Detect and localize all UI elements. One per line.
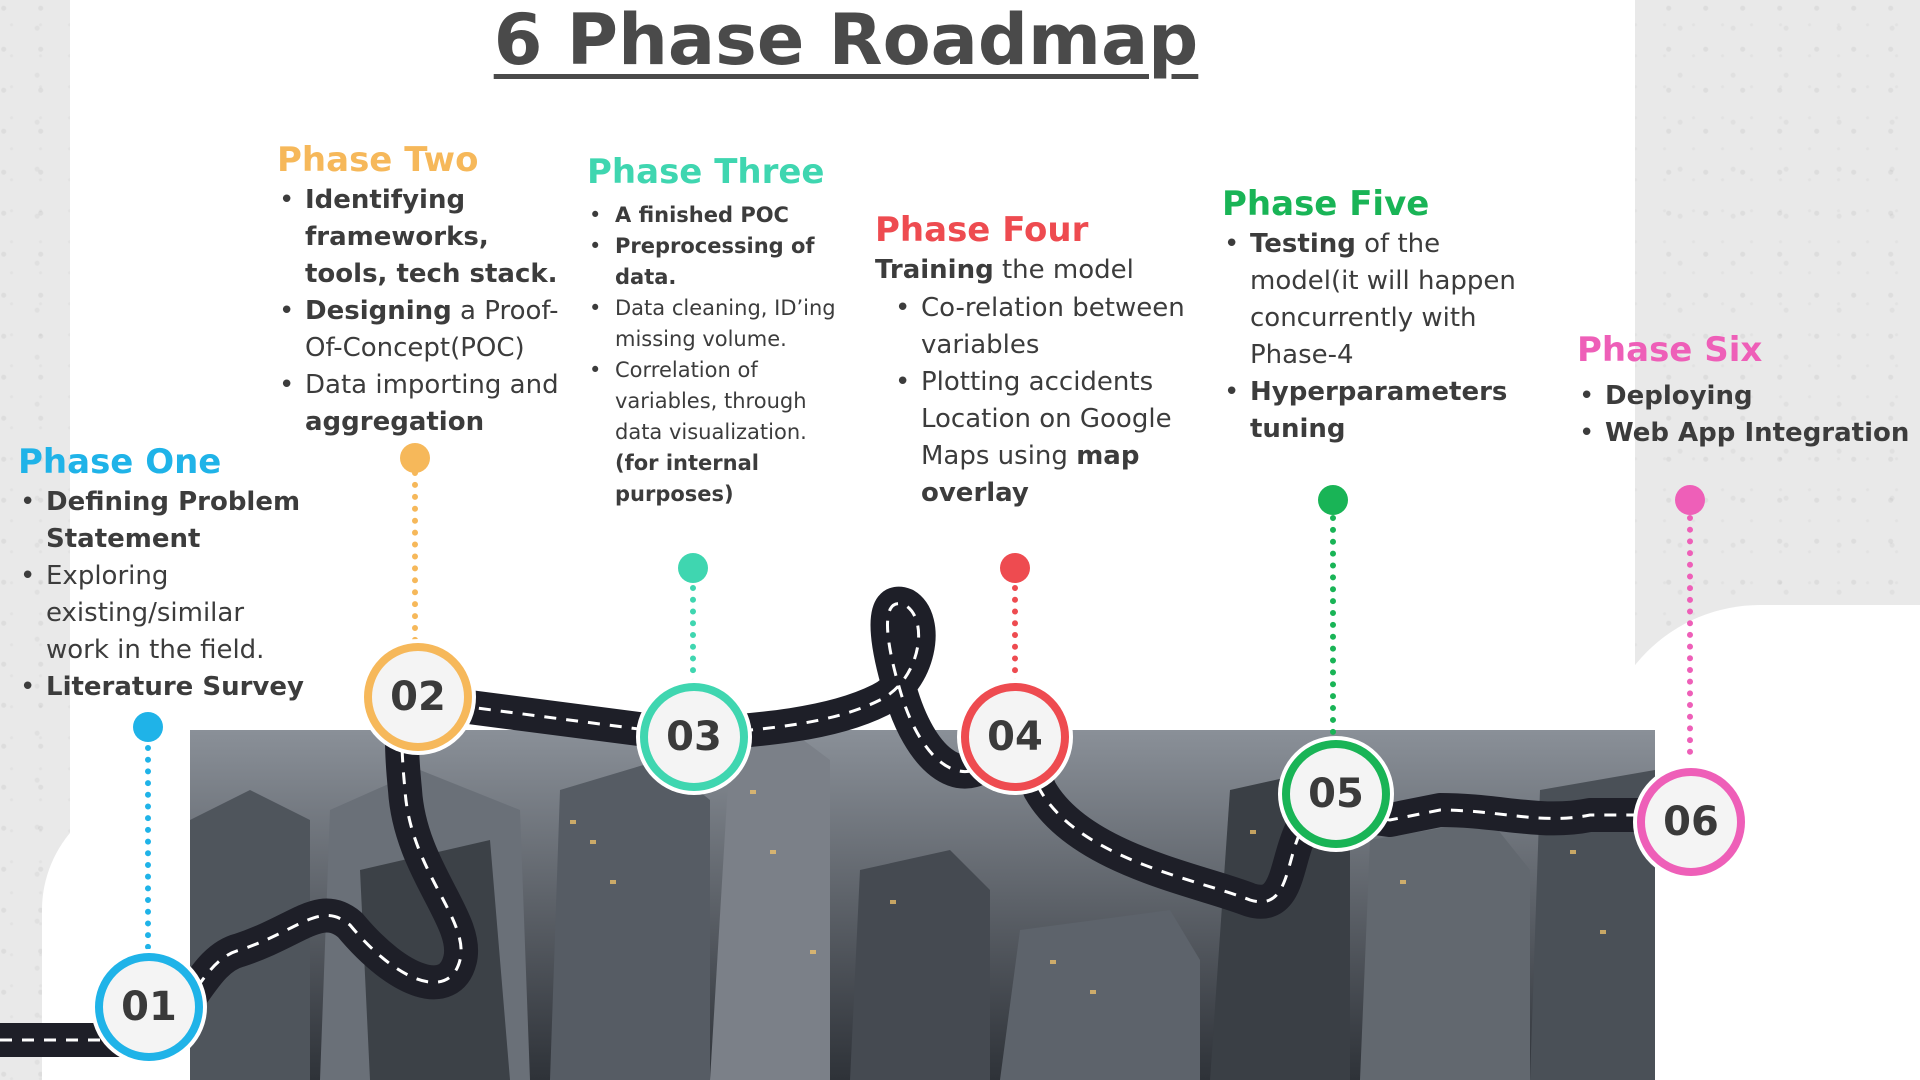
list-item: Deploying xyxy=(1579,378,1917,415)
phase-six-list: Deploying Web App Integration xyxy=(1577,378,1917,452)
list-item: Defining Problem Statement xyxy=(20,484,308,558)
phase-four-subtitle: Training the model xyxy=(875,252,1215,288)
list-item-text: map overlay xyxy=(921,441,1140,508)
phase-two-list: Identifying frameworks, tools, tech stac… xyxy=(277,182,577,441)
phase-six-block: Phase Six Deploying Web App Integration xyxy=(1577,328,1917,452)
list-item-text: Designing xyxy=(305,296,452,326)
phase-badge-06: 06 xyxy=(1637,768,1745,876)
list-item-text: Defining Problem Statement xyxy=(46,487,301,554)
marker-dot-04 xyxy=(1000,553,1030,583)
phase-five-block: Phase Five Testing of the model(it will … xyxy=(1222,182,1552,448)
list-item: Plotting accidents Location on Google Ma… xyxy=(895,364,1215,512)
phase-badge-02: 02 xyxy=(364,643,472,751)
phase-badge-05: 05 xyxy=(1282,740,1390,848)
list-item-text: Data importing and xyxy=(305,370,559,400)
phase-four-list: Co-relation between variables Plotting ac… xyxy=(875,290,1215,512)
phase-four-subtitle-rest: the model xyxy=(993,255,1134,285)
phase-four-title: Phase Four xyxy=(875,210,1089,250)
phase-three-title: Phase Three xyxy=(587,152,825,192)
connector-05 xyxy=(1330,515,1336,735)
list-item: Web App Integration xyxy=(1579,415,1917,452)
list-item: Literature Survey xyxy=(20,669,308,706)
marker-dot-02 xyxy=(400,443,430,473)
list-item-text: Hyperparameters tuning xyxy=(1250,377,1508,444)
marker-dot-01 xyxy=(133,712,163,742)
list-item-text: Data cleaning, ID’ing missing volume. xyxy=(615,296,836,351)
phase-badge-03: 03 xyxy=(640,683,748,791)
list-item: Hyperparameters tuning xyxy=(1224,374,1552,448)
road-center-line xyxy=(0,602,1650,1042)
list-item-text: Testing xyxy=(1250,229,1356,259)
list-item-text: Co-relation between variables xyxy=(921,293,1185,360)
phase-two-title: Phase Two xyxy=(277,140,479,180)
phase-one-block: Phase One Defining Problem Statement Expl… xyxy=(18,440,308,706)
phase-three-block: Phase Three A finished POC Preprocessing … xyxy=(587,150,847,510)
phase-one-title: Phase One xyxy=(18,442,222,482)
list-item: Co-relation between variables xyxy=(895,290,1215,364)
marker-dot-03 xyxy=(678,553,708,583)
list-item: A finished POC xyxy=(589,200,847,231)
list-item-text: Deploying xyxy=(1605,381,1753,411)
phase-one-list: Defining Problem Statement Exploring exis… xyxy=(18,484,308,706)
phase-four-block: Phase Four Training the model Co-relatio… xyxy=(875,208,1215,512)
phase-badge-04: 04 xyxy=(961,683,1069,791)
list-item: Correlation of variables, through data v… xyxy=(589,355,847,510)
list-item-text: (for internal purposes) xyxy=(615,451,759,506)
phase-three-list: A finished POC Preprocessing of data. Data… xyxy=(587,200,847,510)
list-item-text: aggregation xyxy=(305,407,485,437)
list-item-text: A finished POC xyxy=(615,203,789,227)
page-title: 6 Phase Roadmap xyxy=(493,0,1199,81)
list-item: Data importing and aggregation xyxy=(279,367,577,441)
list-item-text: Literature Survey xyxy=(46,672,304,702)
phase-two-block: Phase Two Identifying frameworks, tools,… xyxy=(277,138,577,441)
marker-dot-06 xyxy=(1675,485,1705,515)
phase-badge-01: 01 xyxy=(95,953,203,1061)
list-item-text: a Proof-Of-Concept(POC) xyxy=(305,296,559,363)
phase-five-list: Testing of the model(it will happen conc… xyxy=(1222,226,1552,448)
connector-06 xyxy=(1687,515,1693,755)
connector-04 xyxy=(1012,585,1018,685)
connector-02 xyxy=(412,470,418,655)
list-item-text: Plotting accidents Location on Google Ma… xyxy=(921,367,1172,471)
phase-six-title: Phase Six xyxy=(1577,330,1763,370)
phase-five-title: Phase Five xyxy=(1222,184,1430,224)
list-item-text: Web App Integration xyxy=(1605,418,1910,448)
marker-dot-05 xyxy=(1318,485,1348,515)
list-item: Designing a Proof-Of-Concept(POC) xyxy=(279,293,577,367)
list-item: Identifying frameworks, tools, tech stac… xyxy=(279,182,577,293)
list-item: Testing of the model(it will happen conc… xyxy=(1224,226,1552,374)
list-item-text: Identifying frameworks, tools, tech stac… xyxy=(305,185,558,289)
list-item-text: Preprocessing of data. xyxy=(615,234,815,289)
connector-03 xyxy=(690,585,696,685)
phase-four-subtitle-bold: Training xyxy=(875,255,994,285)
list-item-text: Correlation of variables, through data v… xyxy=(615,358,807,444)
list-item-text: Exploring existing/similar work in the f… xyxy=(46,561,265,665)
list-item: Data cleaning, ID’ing missing volume. xyxy=(589,293,847,355)
list-item: Preprocessing of data. xyxy=(589,231,847,293)
list-item-text: of the model(it will happen concurrently… xyxy=(1250,229,1516,370)
connector-01 xyxy=(145,745,151,950)
list-item: Exploring existing/similar work in the f… xyxy=(20,558,308,669)
